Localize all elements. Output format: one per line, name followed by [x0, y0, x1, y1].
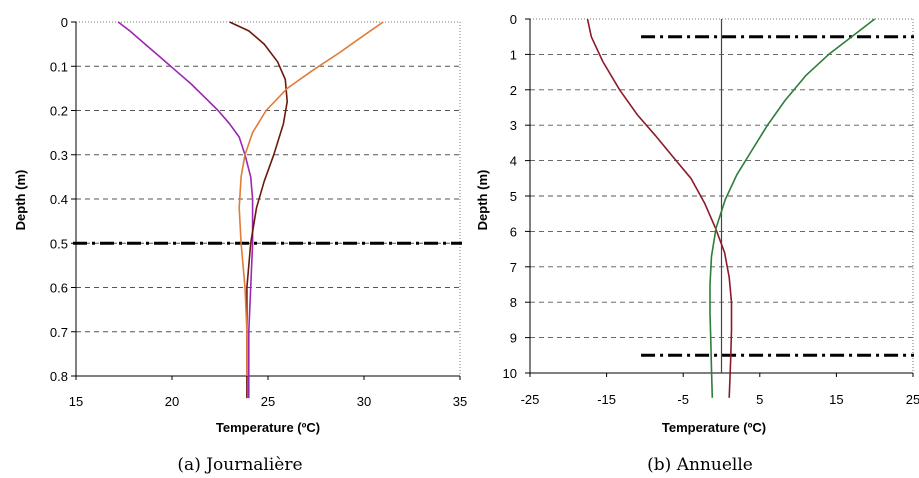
chart-caption: (a) Journalière: [177, 455, 302, 475]
x-tick-label: 35: [453, 394, 467, 409]
x-tick-label: 20: [165, 394, 179, 409]
x-tick-label: 25: [906, 392, 919, 407]
x-axis-label: Temperature (ºC): [216, 420, 320, 435]
plot-area: 0 1 2 3 4 5 6 7 8 9 10 -25 -15 -5 5 15 25: [503, 12, 919, 407]
y-tick-label: 0.1: [50, 59, 68, 74]
y-axis-label: Depth (m): [475, 170, 490, 231]
x-tick-label: -5: [677, 392, 689, 407]
y-tick-label: 4: [510, 154, 517, 169]
chart-panel-journaliere: Depth (m) Temperature (ºC) (a) Journaliè…: [13, 15, 467, 475]
y-tick-label: 0.2: [50, 104, 68, 119]
y-tick-label: 5: [510, 189, 517, 204]
x-tick-label: 30: [357, 394, 371, 409]
y-tick-label: 0.5: [50, 236, 68, 251]
chart-caption: (b) Annuelle: [647, 455, 753, 475]
x-tick-label: 5: [756, 392, 763, 407]
y-tick-label: 6: [510, 224, 517, 239]
series-group: [117, 21, 384, 399]
y-tick-label: 0.3: [50, 148, 68, 163]
y-tick-label: 0.6: [50, 281, 68, 296]
plot-area: 0 0.1 0.2 0.3 0.4 0.5 0.6 0.7 0.815 20 25 30 35: [50, 15, 467, 409]
y-tick-label: 0.8: [50, 369, 68, 384]
chart-panel-annuelle: Depth (m) Temperature (ºC) (b) Annuelle …: [475, 12, 919, 475]
y-tick-label: 1: [510, 47, 517, 62]
series-group: [586, 18, 876, 398]
x-tick-label: -25: [521, 392, 540, 407]
y-tick-label: 9: [510, 331, 517, 346]
x-axis-label: Temperature (ºC): [662, 420, 766, 435]
y-tick-label: 2: [510, 83, 517, 98]
y-tick-label: 7: [510, 260, 517, 275]
y-tick-label: 0.4: [50, 192, 68, 207]
series-line-3: [238, 21, 384, 376]
y-axis-label: Depth (m): [13, 170, 28, 231]
y-tick-label: 0: [61, 15, 68, 30]
x-tick-label: 15: [829, 392, 843, 407]
series-line-2: [229, 21, 289, 399]
x-tick-label: 25: [261, 394, 275, 409]
x-tick-label: -15: [597, 392, 616, 407]
series-line-2: [709, 18, 876, 398]
x-tick-label: 15: [69, 394, 83, 409]
y-tick-label: 0.7: [50, 325, 68, 340]
y-tick-label: 0: [510, 12, 517, 27]
y-tick-label: 8: [510, 295, 517, 310]
y-tick-label: 3: [510, 118, 517, 133]
y-tick-label: 10: [503, 366, 517, 381]
series-line-1: [586, 18, 733, 398]
series-line-1: [117, 21, 254, 399]
